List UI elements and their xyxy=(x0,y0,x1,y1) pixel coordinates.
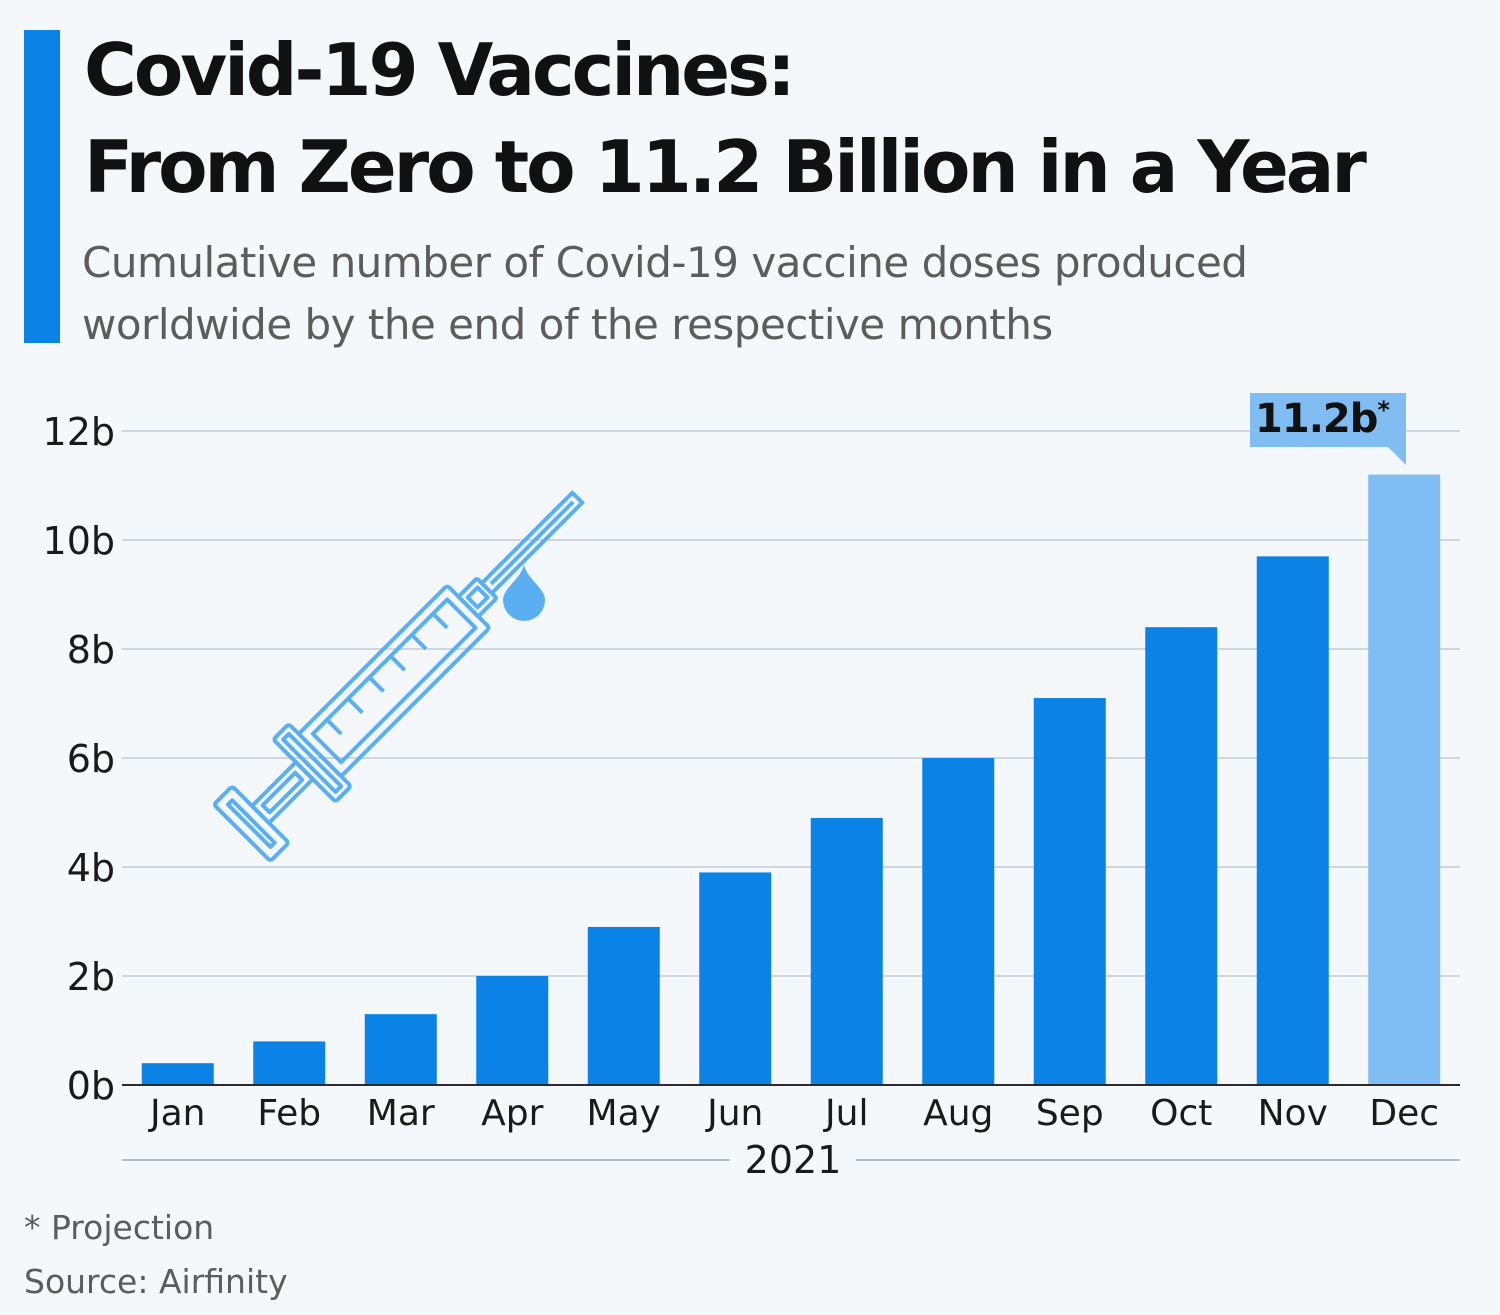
subtitle-line-1: Cumulative number of Covid-19 vaccine do… xyxy=(82,238,1248,287)
bar-jun xyxy=(699,872,772,1085)
x-axis-ticks: Jan Feb Mar Apr May Jun Jul Aug Sep Oct Nov Dec xyxy=(148,1093,1439,1134)
y-tick-label: 8b xyxy=(67,628,115,672)
value-callout: 11.2b* xyxy=(1250,393,1406,465)
x-tick-label: Jan xyxy=(148,1093,206,1134)
svg-text:11.2b*: 11.2b* xyxy=(1255,396,1390,442)
bar-jul xyxy=(810,817,883,1085)
y-tick-label: 4b xyxy=(67,846,115,890)
bar-may xyxy=(587,926,660,1085)
x-tick-label: Oct xyxy=(1150,1093,1212,1134)
syringe-icon xyxy=(213,490,585,862)
y-tick-label: 12b xyxy=(43,410,115,454)
x-tick-label: Sep xyxy=(1036,1093,1104,1134)
y-tick-label: 0b xyxy=(67,1064,115,1108)
bar-aug xyxy=(922,758,995,1085)
x-tick-label: Jun xyxy=(705,1093,763,1134)
bar-jan xyxy=(141,1063,214,1085)
x-tick-label: Feb xyxy=(257,1093,321,1134)
projection-note: * Projection xyxy=(24,1208,215,1247)
title-line-1: Covid-19 Vaccines: xyxy=(84,28,796,112)
y-tick-label: 10b xyxy=(43,519,115,563)
accent-bar xyxy=(24,30,60,343)
source-note: Source: Airfinity xyxy=(24,1262,288,1301)
subtitle-line-2: worldwide by the end of the respective m… xyxy=(82,300,1053,349)
x-tick-label: Nov xyxy=(1258,1093,1328,1134)
bar-nov xyxy=(1256,556,1329,1085)
y-tick-label: 6b xyxy=(67,737,115,781)
x-group-label: 2021 xyxy=(745,1138,842,1182)
title-line-2: From Zero to 11.2 Billion in a Year xyxy=(84,125,1367,209)
x-tick-label: Mar xyxy=(367,1093,435,1134)
chart-subtitle: Cumulative number of Covid-19 vaccine do… xyxy=(82,232,1482,356)
x-tick-label: Dec xyxy=(1369,1093,1439,1134)
bar-apr xyxy=(476,976,549,1085)
x-tick-label: Apr xyxy=(481,1093,543,1134)
bar-sep xyxy=(1033,698,1106,1085)
x-tick-label: May xyxy=(587,1093,661,1134)
bars xyxy=(141,474,1441,1086)
bar-dec xyxy=(1368,474,1441,1086)
y-tick-label: 2b xyxy=(67,955,115,999)
callout-marker: * xyxy=(1377,396,1390,424)
x-tick-label: Aug xyxy=(923,1093,993,1134)
y-axis-ticks: 0b 2b 4b 6b 8b 10b 12b xyxy=(43,410,115,1108)
bar-oct xyxy=(1145,627,1218,1085)
bar-mar xyxy=(364,1014,437,1085)
x-tick-label: Jul xyxy=(823,1093,868,1134)
gridlines xyxy=(122,430,1460,977)
callout-box xyxy=(1250,393,1406,465)
callout-value: 11.2b xyxy=(1255,396,1377,442)
bar-feb xyxy=(253,1041,326,1085)
chart-title: Covid-19 Vaccines: From Zero to 11.2 Bil… xyxy=(84,22,1494,216)
